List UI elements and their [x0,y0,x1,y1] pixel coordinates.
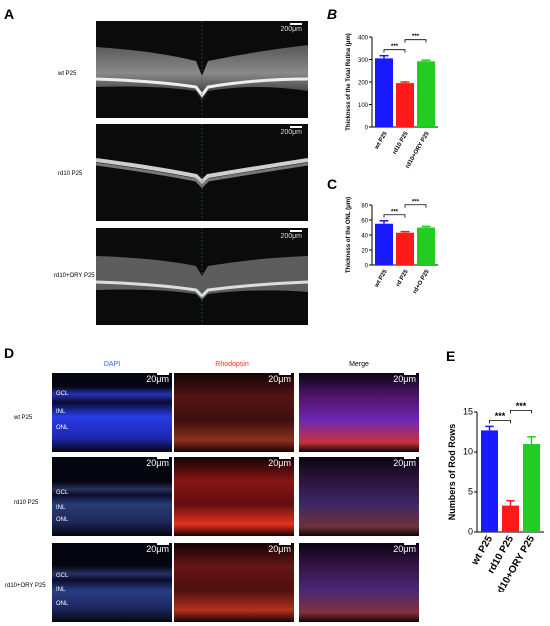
micro-scale-bar: 20μm [393,457,416,468]
column-header-dapi: DAPI [103,361,121,368]
category-label: rd+O P25 [412,268,431,295]
significance-bracket [383,49,406,53]
category-label: wt P25 [374,130,390,151]
significance-label: *** [412,199,420,205]
oct-row-label-wt: wt P25 [58,71,77,77]
micro-scale-bar: 20μm [268,373,291,384]
significance-label: *** [495,411,506,421]
panel-label-d: D [4,345,15,361]
y-tick-label: 400 [358,36,369,42]
category-label: rd10 P25 [392,130,410,155]
y-axis-label: Numbers of Rod Rows [447,424,457,521]
y-tick-label: 20 [361,249,368,255]
y-tick-label: 80 [361,204,368,210]
y-tick-label: 100 [358,103,369,109]
micro-scale-bar: 20μm [393,543,416,554]
oct-image-rd10-ory: 200μm [96,228,308,325]
category-label: rd10+ORY P25 [405,130,431,169]
category-label: rd P25 [395,268,410,287]
layer-label-onl: ONL [56,517,69,523]
y-tick-label: 0 [365,264,369,270]
micrograph-dapi-row2: 20μm GCL INL ONL [52,457,172,536]
micro-scale-bar: 20μm [393,373,416,384]
layer-label-onl: ONL [56,601,69,607]
y-tick-label: 15 [463,407,473,417]
y-tick-label: 10 [463,447,473,457]
panel-label-c: C [327,176,338,192]
chart-c-onl-thickness: 0 20 40 60 80 Thickness of the ONL (μm) wt P25… [346,197,438,295]
micro-row-label-rd10-ory: rd10+ORY P25 [5,583,46,589]
significance-label: *** [516,401,527,411]
micro-row-label-rd10: rd10 P25 [14,500,39,506]
bar-3 [417,61,435,127]
oct-scale-bar-rd10: 200μm [280,126,302,136]
significance-label: *** [391,44,399,50]
bar-2 [396,83,414,127]
significance-bracket [383,214,406,218]
significance-bracket [489,420,511,424]
micrograph-rhodopsin-row3: 20μm [174,543,294,622]
bar-3 [417,227,435,265]
oct-retina-rd10-ory [96,228,308,325]
micro-scale-bar: 20μm [268,543,291,554]
panel-label-a: A [4,6,15,22]
significance-label: *** [412,34,420,40]
bar-1 [481,430,498,532]
y-tick-label: 60 [361,219,368,225]
y-axis-label: Thickness of the Total Retina (μm) [346,33,352,131]
layer-label-gcl: GCL [56,573,69,579]
oct-scale-bar-wt: 200μm [280,23,302,33]
oct-image-rd10: 200μm [96,124,308,221]
oct-row-label-rd10-ory: rd10+ORY P25 [54,273,95,279]
micro-row-label-wt: wt P25 [14,415,33,421]
layer-label-onl: ONL [56,425,69,431]
column-header-merge: Merge [349,361,369,368]
oct-image-wt: 200μm [96,21,308,118]
micrograph-dapi-row3: 20μm GCL INL ONL [52,543,172,622]
oct-retina-wt [96,21,308,118]
micro-scale-bar: 20μm [146,373,169,384]
significance-bracket [404,39,427,43]
bar-2 [396,232,414,265]
y-tick-label: 0 [468,527,473,537]
layer-label-inl: INL [56,587,66,593]
y-tick-label: 40 [361,234,368,240]
bar-1 [375,58,393,127]
significance-label: *** [391,209,399,215]
micro-scale-bar: 20μm [146,457,169,468]
micrograph-rhodopsin-row1: 20μm [174,373,294,452]
y-axis-label: Thickness of the ONL (μm) [346,197,352,273]
micrograph-merge-row1: 20μm [299,373,419,452]
chart-b-total-retina-thickness: 0 100 200 300 400 Thickness of the Total Reti… [346,33,438,170]
micro-scale-bar: 20μm [146,543,169,554]
oct-scale-bar-rd10-ory: 200μm [280,230,302,240]
micrograph-rhodopsin-row2: 20μm [174,457,294,536]
layer-label-inl: INL [56,505,66,511]
significance-bracket [510,410,532,414]
panel-label-b: B [327,6,338,22]
bar-3 [523,444,540,532]
significance-bracket [404,204,427,208]
category-label: wt P25 [374,268,390,289]
layer-label-gcl: GCL [56,391,69,397]
oct-row-label-rd10: rd10 P25 [58,171,83,177]
y-tick-label: 0 [365,126,369,132]
bar-1 [375,223,393,265]
layer-label-inl: INL [56,409,66,415]
y-tick-label: 200 [358,81,369,87]
column-header-rhodopsin: Rhodopsin [215,361,249,368]
layer-label-gcl: GCL [56,490,69,496]
y-tick-label: 300 [358,58,369,64]
y-tick-label: 5 [468,487,473,497]
panel-label-e: E [446,348,456,364]
micrograph-dapi-row1: 20μm GCL INL ONL [52,373,172,452]
micro-scale-bar: 20μm [268,457,291,468]
micrograph-merge-row3: 20μm [299,543,419,622]
micrograph-merge-row2: 20μm [299,457,419,536]
oct-retina-rd10 [96,124,308,221]
bar-2 [502,505,519,532]
